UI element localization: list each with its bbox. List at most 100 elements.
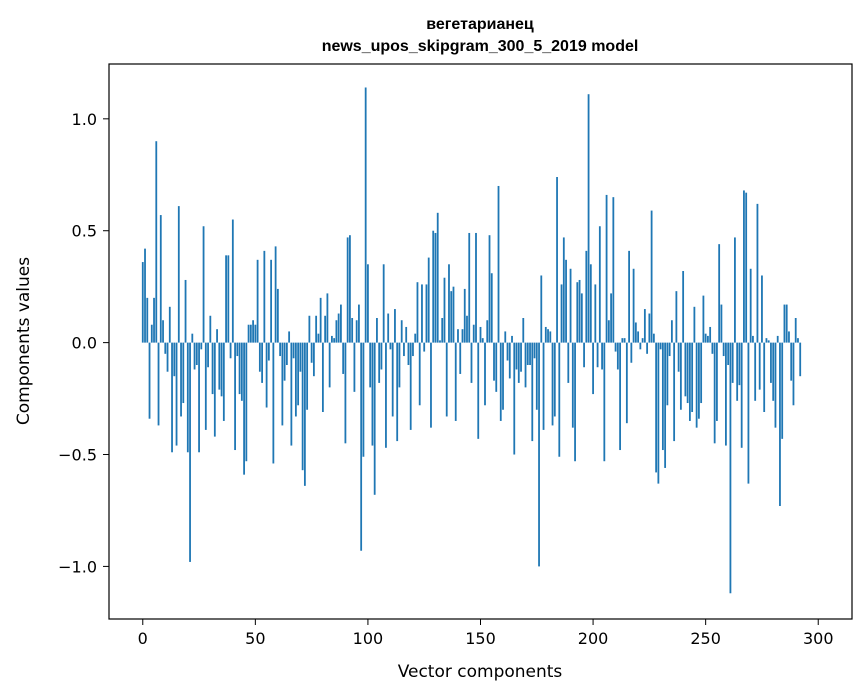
- bar: [725, 342, 727, 446]
- bar: [387, 313, 390, 343]
- bar: [432, 230, 435, 343]
- bar: [698, 342, 700, 419]
- bar: [155, 141, 158, 343]
- chart-subtitle: news_upos_skipgram_300_5_2019 model: [322, 38, 639, 55]
- bar: [688, 342, 691, 421]
- bar: [558, 342, 561, 457]
- bar: [549, 331, 552, 343]
- bar: [797, 338, 799, 343]
- chart-title: вегетарианец: [426, 16, 534, 33]
- bar: [175, 342, 178, 446]
- bar: [191, 333, 194, 343]
- bar: [434, 232, 437, 343]
- bar: [614, 342, 617, 352]
- bar: [594, 284, 597, 343]
- bar: [603, 342, 606, 462]
- bar: [450, 291, 453, 343]
- bar: [225, 255, 227, 343]
- bar: [351, 318, 354, 343]
- bar: [391, 342, 394, 417]
- bar: [436, 212, 439, 343]
- bar: [479, 326, 482, 343]
- bar: [211, 342, 214, 395]
- bar: [538, 342, 540, 567]
- bar: [619, 342, 621, 451]
- y-tick-label: −1.0: [58, 557, 97, 576]
- bar: [222, 342, 225, 421]
- bar: [540, 275, 543, 343]
- bar: [371, 342, 374, 446]
- bar: [511, 335, 513, 343]
- bar: [754, 342, 757, 401]
- bar: [299, 342, 302, 372]
- bar: [562, 237, 565, 343]
- bar: [589, 264, 592, 343]
- bar: [177, 206, 180, 343]
- bar: [508, 342, 511, 379]
- bar: [301, 342, 304, 471]
- bar: [349, 235, 351, 343]
- bar: [578, 279, 581, 343]
- bar: [398, 342, 401, 388]
- bar: [756, 203, 759, 343]
- bar: [333, 338, 336, 343]
- bar: [772, 342, 775, 401]
- bar: [394, 309, 396, 343]
- bar: [220, 342, 223, 397]
- bar: [164, 342, 167, 354]
- bar: [601, 342, 603, 370]
- bar: [585, 250, 588, 343]
- bar: [517, 342, 520, 383]
- bar: [661, 342, 664, 451]
- bar: [153, 297, 155, 343]
- bar: [571, 342, 574, 428]
- bar: [643, 309, 646, 343]
- bar: [238, 342, 241, 395]
- bar: [475, 232, 477, 343]
- bar: [623, 338, 626, 343]
- bar: [484, 342, 486, 406]
- bar: [443, 277, 446, 343]
- bar: [596, 342, 599, 368]
- x-tick-label: 200: [578, 629, 609, 648]
- bar: [767, 340, 770, 343]
- bar: [423, 342, 426, 352]
- bar: [213, 342, 216, 437]
- x-axis-label: Vector components: [398, 662, 563, 682]
- bar: [303, 342, 306, 486]
- bar: [774, 342, 777, 428]
- bar: [515, 342, 518, 370]
- bar: [763, 342, 766, 412]
- bar: [666, 342, 669, 406]
- bar: [695, 342, 698, 428]
- bar: [616, 342, 619, 370]
- bar: [790, 342, 793, 381]
- bar: [670, 320, 673, 343]
- bar: [421, 284, 423, 343]
- bar: [628, 250, 630, 343]
- bar: [466, 315, 468, 343]
- bar: [551, 342, 554, 426]
- bar: [668, 342, 671, 357]
- bar: [182, 342, 185, 404]
- bar: [556, 177, 558, 343]
- bar: [263, 250, 266, 343]
- x-tick-label: 250: [690, 629, 721, 648]
- bar: [770, 342, 772, 383]
- bar: [362, 342, 365, 457]
- bar: [490, 273, 493, 343]
- bar: [281, 342, 284, 426]
- bar: [781, 342, 784, 439]
- bar: [580, 293, 583, 343]
- bar: [625, 342, 628, 424]
- bar: [463, 288, 466, 343]
- bar: [488, 235, 491, 343]
- bar: [216, 329, 218, 343]
- bar: [454, 342, 457, 421]
- bar: [607, 320, 610, 343]
- x-axis: 0 50 100 150 200 250 300: [138, 619, 834, 648]
- bar: [274, 246, 277, 343]
- bar: [193, 342, 196, 370]
- bar: [664, 342, 667, 468]
